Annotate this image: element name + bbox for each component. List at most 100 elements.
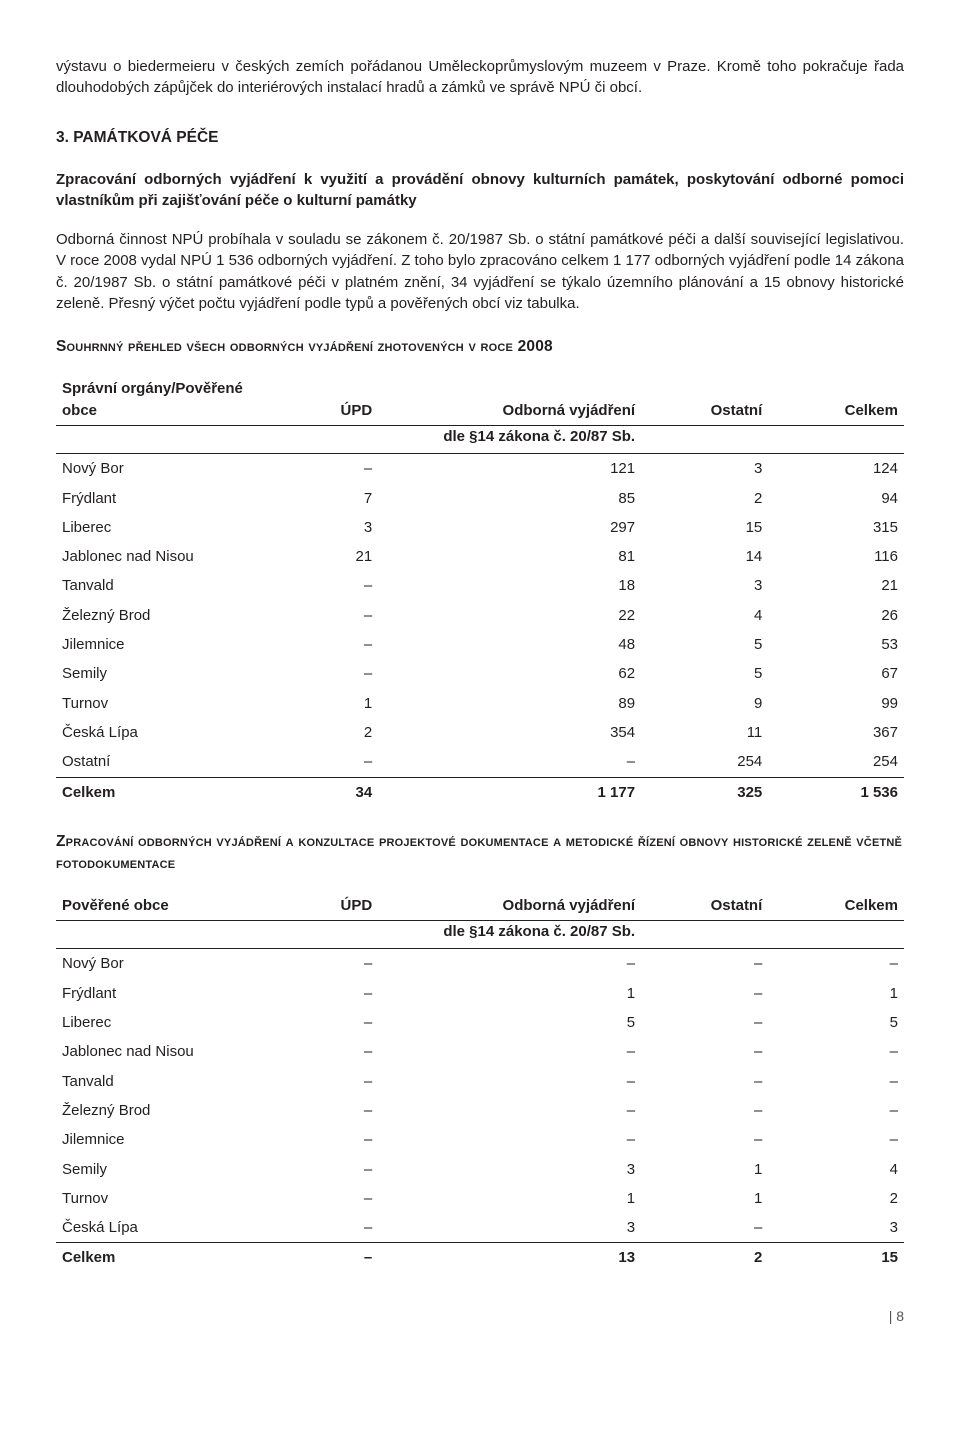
cell-ov: 3 xyxy=(378,1155,641,1184)
cell-name: Nový Bor xyxy=(56,454,285,484)
table-row: Ostatní––254254 xyxy=(56,747,904,777)
cell-cel: – xyxy=(768,1096,904,1125)
cell-name: Frýdlant xyxy=(56,979,285,1008)
cell-ov: 1 xyxy=(378,979,641,1008)
cell-name: Semily xyxy=(56,659,285,688)
table-row: Turnov–112 xyxy=(56,1184,904,1213)
table-row: Železný Brod–22426 xyxy=(56,601,904,630)
cell-ost: 1 xyxy=(641,1184,768,1213)
table-row: Semily–314 xyxy=(56,1155,904,1184)
cell-name: Česká Lípa xyxy=(56,718,285,747)
cell-upd: 34 xyxy=(285,777,378,807)
cell-name: Jilemnice xyxy=(56,630,285,659)
th-ov-sub: dle §14 zákona č. 20/87 Sb. xyxy=(378,921,641,949)
cell-upd: – xyxy=(285,1067,378,1096)
cell-upd: 1 xyxy=(285,689,378,718)
cell-cel: 5 xyxy=(768,1008,904,1037)
cell-upd: – xyxy=(285,1037,378,1066)
cell-upd: – xyxy=(285,454,378,484)
cell-ov: – xyxy=(378,1125,641,1154)
cell-cel: 99 xyxy=(768,689,904,718)
cell-ost: – xyxy=(641,1067,768,1096)
cell-name: Jablonec nad Nisou xyxy=(56,1037,285,1066)
table-row: Nový Bor–––– xyxy=(56,949,904,979)
page-number: | 8 xyxy=(56,1307,904,1327)
cell-upd: – xyxy=(285,1096,378,1125)
cell-upd: – xyxy=(285,1125,378,1154)
table-row: Frýdlant785294 xyxy=(56,484,904,513)
section-3-paragraph: Odborná činnost NPÚ probíhala v souladu … xyxy=(56,229,904,314)
cell-name: Jilemnice xyxy=(56,1125,285,1154)
cell-ost: – xyxy=(641,1096,768,1125)
th-upd: ÚPD xyxy=(285,891,378,921)
th-celkem: Celkem xyxy=(768,891,904,921)
cell-cel: – xyxy=(768,1067,904,1096)
cell-ost: 2 xyxy=(641,1243,768,1273)
cell-ov: 22 xyxy=(378,601,641,630)
table-row: Jablonec nad Nisou–––– xyxy=(56,1037,904,1066)
cell-cel: 26 xyxy=(768,601,904,630)
cell-cel: – xyxy=(768,949,904,979)
cell-name: Česká Lípa xyxy=(56,1213,285,1243)
cell-cel: 1 xyxy=(768,979,904,1008)
table-row: Česká Lípa–3–3 xyxy=(56,1213,904,1243)
cell-ost: 14 xyxy=(641,542,768,571)
table-subheader-row: dle §14 zákona č. 20/87 Sb. xyxy=(56,921,904,949)
table-row: Liberec329715315 xyxy=(56,513,904,542)
cell-ov: 62 xyxy=(378,659,641,688)
cell-upd: – xyxy=(285,1184,378,1213)
cell-ost: 2 xyxy=(641,484,768,513)
cell-upd: – xyxy=(285,1243,378,1273)
cell-cel: 124 xyxy=(768,454,904,484)
th-ov: Odborná vyjádření xyxy=(378,891,641,921)
cell-ov: 297 xyxy=(378,513,641,542)
cell-ost: 9 xyxy=(641,689,768,718)
cell-name: Tanvald xyxy=(56,1067,285,1096)
cell-upd: 3 xyxy=(285,513,378,542)
cell-name: Tanvald xyxy=(56,571,285,600)
cell-name: Turnov xyxy=(56,1184,285,1213)
cell-ov: 48 xyxy=(378,630,641,659)
cell-ost: – xyxy=(641,1008,768,1037)
table-header-row: Správní orgány/Pověřené obce ÚPD Odborná… xyxy=(56,374,904,425)
cell-ost: 4 xyxy=(641,601,768,630)
section-3-heading: 3. PAMÁTKOVÁ PÉČE xyxy=(56,127,904,149)
cell-name: Celkem xyxy=(56,777,285,807)
cell-ost: – xyxy=(641,949,768,979)
cell-cel: 4 xyxy=(768,1155,904,1184)
cell-ost: – xyxy=(641,1037,768,1066)
cell-name: Semily xyxy=(56,1155,285,1184)
cell-ov: 1 xyxy=(378,1184,641,1213)
cell-ov: 5 xyxy=(378,1008,641,1037)
table-row: Turnov189999 xyxy=(56,689,904,718)
th-ov-sub: dle §14 zákona č. 20/87 Sb. xyxy=(378,425,641,453)
cell-ov: – xyxy=(378,1096,641,1125)
cell-cel: 315 xyxy=(768,513,904,542)
cell-upd: – xyxy=(285,979,378,1008)
cell-cel: 2 xyxy=(768,1184,904,1213)
th-organ: Správní orgány/Pověřené obce xyxy=(56,374,285,425)
cell-ov: – xyxy=(378,949,641,979)
th-celkem: Celkem xyxy=(768,374,904,425)
cell-upd: – xyxy=(285,571,378,600)
cell-ov: 81 xyxy=(378,542,641,571)
table-row: Jablonec nad Nisou218114116 xyxy=(56,542,904,571)
cell-ost: 5 xyxy=(641,630,768,659)
table-row: Nový Bor–1213124 xyxy=(56,454,904,484)
cell-ost: – xyxy=(641,1125,768,1154)
cell-ost: 325 xyxy=(641,777,768,807)
cell-ost: 3 xyxy=(641,454,768,484)
cell-upd: – xyxy=(285,949,378,979)
cell-ost: – xyxy=(641,979,768,1008)
cell-upd: – xyxy=(285,601,378,630)
cell-ov: 85 xyxy=(378,484,641,513)
cell-cel: 3 xyxy=(768,1213,904,1243)
cell-cel: 15 xyxy=(768,1243,904,1273)
summary-table-1: Správní orgány/Pověřené obce ÚPD Odborná… xyxy=(56,374,904,806)
table-1-caption: Souhrnný přehled všech odborných vyjádře… xyxy=(56,336,904,358)
table-row: Železný Brod–––– xyxy=(56,1096,904,1125)
cell-ost: 1 xyxy=(641,1155,768,1184)
table-total-row: Celkem–13215 xyxy=(56,1243,904,1273)
table-row: Jilemnice–48553 xyxy=(56,630,904,659)
table-row: Česká Lípa235411367 xyxy=(56,718,904,747)
